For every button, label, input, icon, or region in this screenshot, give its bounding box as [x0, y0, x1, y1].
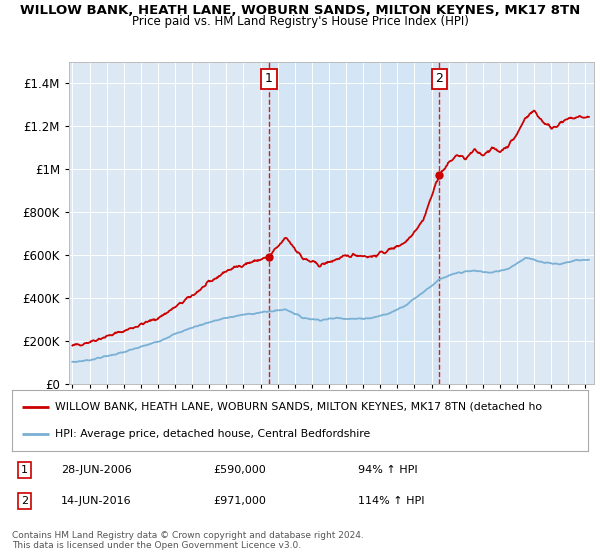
Text: 1: 1	[265, 72, 273, 85]
Text: 2: 2	[21, 496, 28, 506]
Text: 2: 2	[435, 72, 443, 85]
Text: Price paid vs. HM Land Registry's House Price Index (HPI): Price paid vs. HM Land Registry's House …	[131, 15, 469, 28]
Text: 28-JUN-2006: 28-JUN-2006	[61, 465, 132, 475]
Text: WILLOW BANK, HEATH LANE, WOBURN SANDS, MILTON KEYNES, MK17 8TN: WILLOW BANK, HEATH LANE, WOBURN SANDS, M…	[20, 4, 580, 17]
Text: 1: 1	[21, 465, 28, 475]
Text: WILLOW BANK, HEATH LANE, WOBURN SANDS, MILTON KEYNES, MK17 8TN (detached ho: WILLOW BANK, HEATH LANE, WOBURN SANDS, M…	[55, 402, 542, 412]
Text: HPI: Average price, detached house, Central Bedfordshire: HPI: Average price, detached house, Cent…	[55, 430, 370, 440]
Text: 94% ↑ HPI: 94% ↑ HPI	[358, 465, 417, 475]
Text: 114% ↑ HPI: 114% ↑ HPI	[358, 496, 424, 506]
Text: £590,000: £590,000	[214, 465, 266, 475]
Text: £971,000: £971,000	[214, 496, 266, 506]
Text: Contains HM Land Registry data © Crown copyright and database right 2024.
This d: Contains HM Land Registry data © Crown c…	[12, 531, 364, 550]
Bar	[269, 62, 439, 384]
Text: 14-JUN-2016: 14-JUN-2016	[61, 496, 131, 506]
